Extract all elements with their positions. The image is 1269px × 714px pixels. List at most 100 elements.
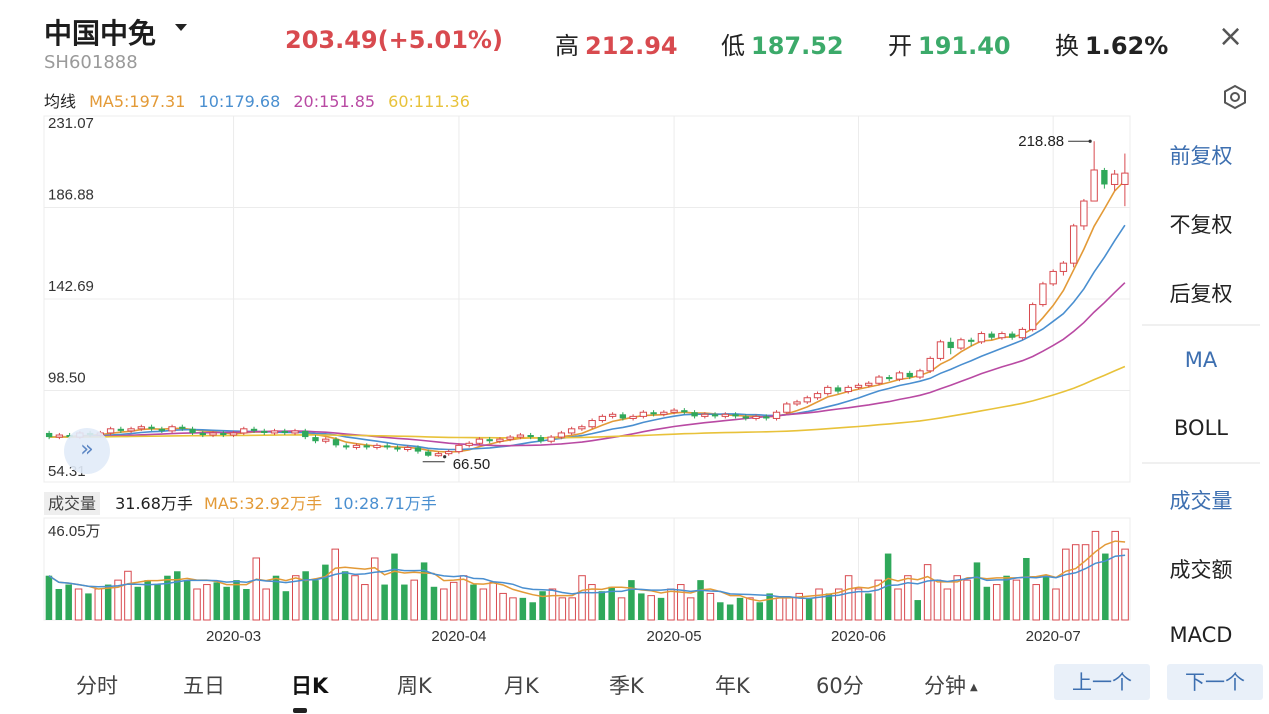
- ma60-line: [49, 365, 1126, 439]
- tab-minute[interactable]: 分钟 ▲: [924, 670, 978, 700]
- tab-yearly-k[interactable]: 年K: [715, 674, 750, 698]
- candle: [681, 408, 688, 415]
- volume-bar: [312, 580, 319, 620]
- candle: [763, 414, 770, 421]
- side-item-backward-adjust[interactable]: 后复权: [1169, 282, 1233, 306]
- ma10-legend: 10:179.68: [198, 92, 281, 111]
- candle-body: [425, 451, 432, 456]
- candle-body: [414, 447, 422, 452]
- volume-bar: [638, 593, 645, 620]
- ma60-legend: 60:111.36: [388, 92, 470, 111]
- volume-bar: [628, 580, 635, 620]
- stock-name[interactable]: 中国中免: [44, 17, 157, 50]
- candle-body: [1059, 262, 1068, 272]
- tab-60min[interactable]: 60分: [816, 674, 864, 698]
- candle-body: [608, 413, 617, 417]
- candle: [865, 381, 873, 388]
- candle: [1121, 153, 1129, 207]
- volume-bar: [1012, 579, 1021, 621]
- volume-bar: [174, 571, 181, 620]
- candle: [209, 430, 217, 438]
- candle: [721, 412, 729, 419]
- volume-bar: [509, 597, 517, 621]
- volume-bar: [203, 584, 211, 621]
- candle-body: [926, 357, 934, 372]
- candle-body: [1049, 270, 1057, 285]
- volume-bar: [874, 579, 883, 621]
- candle: [281, 428, 288, 436]
- side-item-volume[interactable]: 成交量: [1169, 489, 1233, 513]
- candle: [854, 383, 863, 390]
- volume-ma10-line: [48, 554, 1126, 600]
- volume-bar: [825, 593, 833, 620]
- candle: [588, 418, 596, 429]
- candle-body: [957, 339, 965, 349]
- candle: [998, 331, 1006, 340]
- side-item-ma[interactable]: MA: [1184, 348, 1218, 372]
- tab-daily-k[interactable]: 日K: [291, 674, 329, 698]
- tab-quarterly-k[interactable]: 季K: [609, 674, 644, 698]
- volume-bar: [1032, 584, 1040, 621]
- period-tabs: 分时 五日 日K 周K 月K 季K 年K 60分 分钟 ▲: [0, 656, 1269, 714]
- candle-body: [516, 434, 525, 438]
- candle-body: [302, 430, 309, 438]
- settings-hexagon-icon[interactable]: [1222, 84, 1248, 114]
- volume-bar: [124, 570, 132, 621]
- candle-body: [660, 411, 668, 415]
- volume-bar: [539, 591, 546, 620]
- candle-body: [527, 435, 534, 438]
- candle: [608, 412, 617, 419]
- volume-bar: [430, 586, 438, 620]
- candle: [1090, 141, 1098, 202]
- next-button[interactable]: 下一个: [1167, 664, 1263, 700]
- candle: [619, 412, 627, 421]
- side-item-boll[interactable]: BOLL: [1174, 416, 1228, 440]
- volume-bar: [815, 588, 823, 621]
- tab-monthly-k[interactable]: 月K: [504, 674, 539, 698]
- side-item-turnover[interactable]: 成交额: [1169, 558, 1233, 582]
- volume-bar: [598, 591, 606, 620]
- side-item-no-adjust[interactable]: 不复权: [1169, 213, 1233, 237]
- expand-chevrons-icon[interactable]: »: [64, 428, 110, 474]
- volume-bar: [608, 586, 615, 620]
- volume-bar: [361, 584, 369, 621]
- stat-high: 高 212.94: [555, 26, 678, 61]
- candle-body: [465, 442, 473, 446]
- caret-down-icon[interactable]: [175, 24, 187, 31]
- ma20-line: [49, 282, 1126, 447]
- candle-body: [291, 430, 299, 434]
- side-item-forward-adjust[interactable]: 前复权: [1169, 144, 1233, 168]
- close-icon[interactable]: ×: [1218, 19, 1244, 54]
- candle-body: [968, 339, 975, 342]
- candle-body: [886, 377, 893, 380]
- volume-bar: [617, 597, 626, 621]
- candle-body: [537, 437, 545, 442]
- candle-body: [1101, 169, 1108, 185]
- candle: [968, 337, 975, 346]
- volume-bar: [983, 586, 991, 620]
- volume-tag[interactable]: 成交量: [44, 492, 101, 515]
- ma10-line: [49, 224, 1126, 451]
- volume-bar: [865, 593, 872, 620]
- candle: [1028, 302, 1037, 332]
- volume-bar: [558, 597, 567, 621]
- candle-body: [486, 439, 493, 442]
- candle: [895, 370, 904, 382]
- annotation-text: 218.88: [1018, 133, 1064, 150]
- stat-open-label: 开: [888, 32, 912, 60]
- candle-body: [547, 436, 555, 442]
- volume-bar: [785, 597, 794, 621]
- volume-bar: [154, 584, 161, 620]
- price-annotation: 218.88: [1018, 133, 1092, 150]
- candle: [179, 424, 186, 431]
- side-item-macd[interactable]: MACD: [1169, 623, 1233, 647]
- prev-button[interactable]: 上一个: [1054, 664, 1150, 700]
- volume-bar: [272, 575, 280, 620]
- tab-weekly-k[interactable]: 周K: [397, 674, 432, 698]
- tab-intraday[interactable]: 分时: [76, 674, 118, 698]
- candle: [557, 430, 566, 440]
- tab-five-day[interactable]: 五日: [183, 674, 225, 698]
- candle: [1110, 169, 1119, 191]
- volume-bar: [114, 579, 122, 621]
